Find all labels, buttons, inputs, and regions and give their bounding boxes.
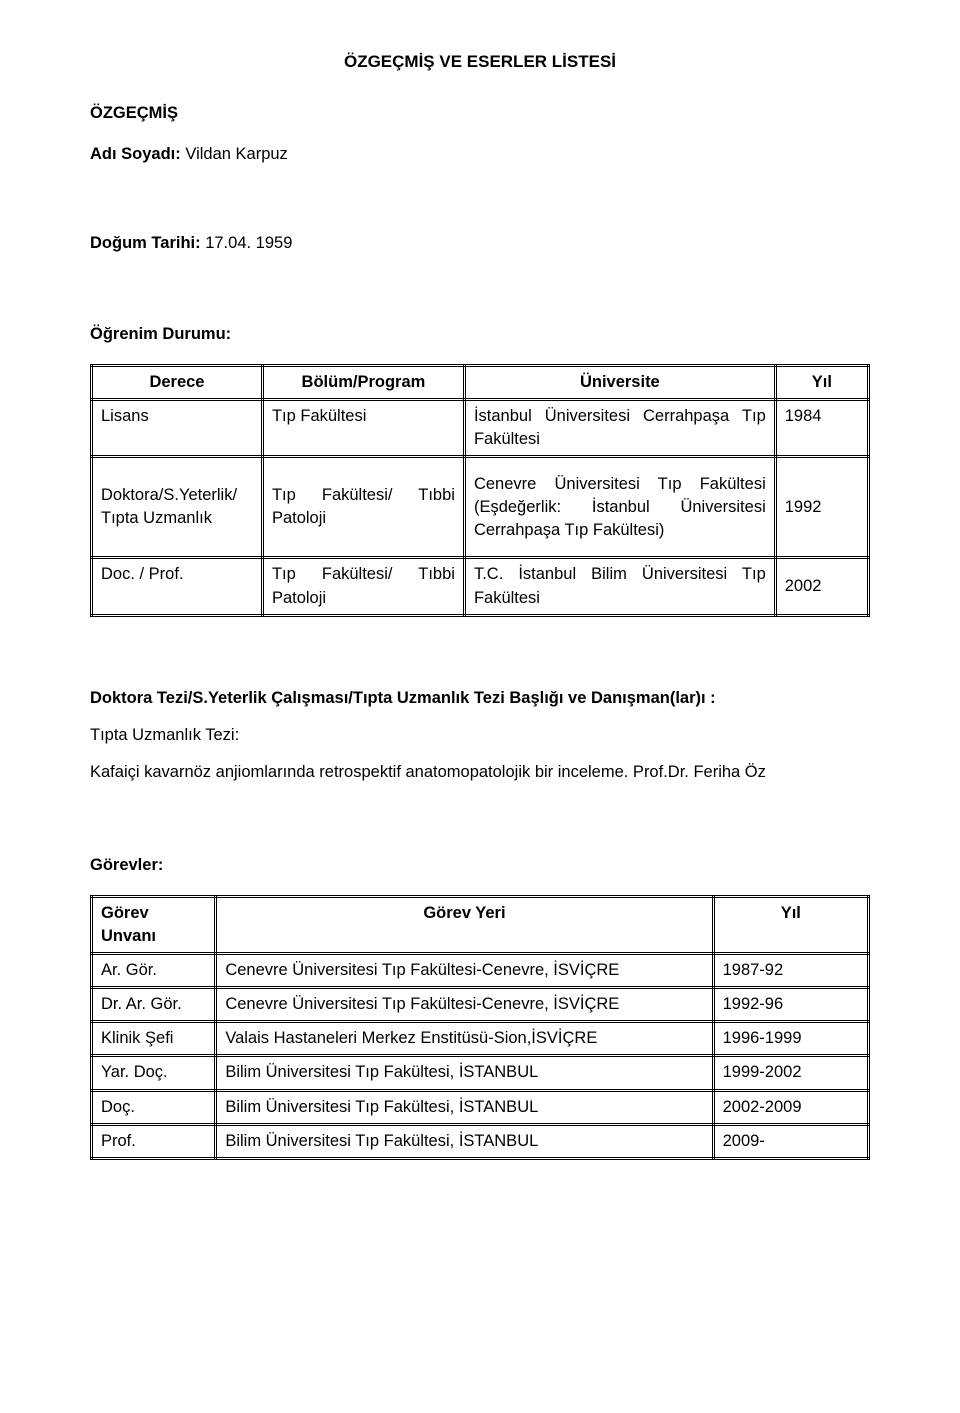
gorev-cell: Doç. <box>92 1090 216 1124</box>
edu-header-universite: Üniversite <box>464 366 775 400</box>
edu-cell: Doc. / Prof. <box>92 558 263 615</box>
gorev-header-yeri: Görev Yeri <box>216 897 713 954</box>
edu-heading: Öğrenim Durumu: <box>90 323 870 346</box>
education-table: Derece Bölüm/Program Üniversite Yıl Lisa… <box>90 364 870 616</box>
gorev-cell: Klinik Şefi <box>92 1022 216 1056</box>
thesis-text: Kafaiçi kavarnöz anjiomlarında retrospek… <box>90 761 870 784</box>
name-value: Vildan Karpuz <box>185 145 287 163</box>
edu-header-derece: Derece <box>92 366 263 400</box>
edu-cell: Lisans <box>92 400 263 457</box>
gorev-cell: 2002-2009 <box>713 1090 868 1124</box>
gorev-header-yil: Yıl <box>713 897 868 954</box>
edu-cell: 1984 <box>775 400 868 457</box>
dob-label: Doğum Tarihi: <box>90 234 201 252</box>
edu-header-yil: Yıl <box>775 366 868 400</box>
gorev-cell: Yar. Doç. <box>92 1056 216 1090</box>
gorevler-heading: Görevler: <box>90 854 870 877</box>
education-header-row: Derece Bölüm/Program Üniversite Yıl <box>92 366 869 400</box>
gorev-cell: 1992-96 <box>713 988 868 1022</box>
dob-line: Doğum Tarihi: 17.04. 1959 <box>90 232 870 255</box>
edu-cell: Tıp Fakültesi/ Tıbbi Patoloji <box>262 457 464 558</box>
table-row: Yar. Doç. Bilim Üniversitesi Tıp Fakülte… <box>92 1056 869 1090</box>
gorev-cell: Bilim Üniversitesi Tıp Fakültesi, İSTANB… <box>216 1090 713 1124</box>
gorev-cell: Bilim Üniversitesi Tıp Fakültesi, İSTANB… <box>216 1056 713 1090</box>
gorev-cell: Cenevre Üniversitesi Tıp Fakültesi-Cenev… <box>216 954 713 988</box>
gorev-cell: 1987-92 <box>713 954 868 988</box>
gorev-cell: 1999-2002 <box>713 1056 868 1090</box>
gorevler-header-row: Görev Unvanı Görev Yeri Yıl <box>92 897 869 954</box>
gorev-cell: Cenevre Üniversitesi Tıp Fakültesi-Cenev… <box>216 988 713 1022</box>
page-title: ÖZGEÇMİŞ VE ESERLER LİSTESİ <box>90 50 870 74</box>
name-line: Adı Soyadı: Vildan Karpuz <box>90 143 870 166</box>
gorev-cell: Dr. Ar. Gör. <box>92 988 216 1022</box>
edu-cell: Tıp Fakültesi/ Tıbbi Patoloji <box>262 558 464 615</box>
edu-cell: 1992 <box>775 457 868 558</box>
table-row: Ar. Gör. Cenevre Üniversitesi Tıp Fakült… <box>92 954 869 988</box>
table-row: Dr. Ar. Gör. Cenevre Üniversitesi Tıp Fa… <box>92 988 869 1022</box>
table-row: Prof. Bilim Üniversitesi Tıp Fakültesi, … <box>92 1124 869 1158</box>
gorevler-table: Görev Unvanı Görev Yeri Yıl Ar. Gör. Cen… <box>90 895 870 1160</box>
thesis-heading: Doktora Tezi/S.Yeterlik Çalışması/Tıpta … <box>90 687 870 710</box>
gorev-cell: 2009- <box>713 1124 868 1158</box>
edu-cell: Tıp Fakültesi <box>262 400 464 457</box>
gorev-cell: Bilim Üniversitesi Tıp Fakültesi, İSTANB… <box>216 1124 713 1158</box>
gorev-cell: Ar. Gör. <box>92 954 216 988</box>
gorev-header-unvan: Görev Unvanı <box>92 897 216 954</box>
section-ozgecmis: ÖZGEÇMİŞ <box>90 102 870 125</box>
name-label: Adı Soyadı: <box>90 145 181 163</box>
table-row: Lisans Tıp Fakültesi İstanbul Üniversite… <box>92 400 869 457</box>
gorev-cell: Valais Hastaneleri Merkez Enstitüsü-Sion… <box>216 1022 713 1056</box>
table-row: Doc. / Prof. Tıp Fakültesi/ Tıbbi Patolo… <box>92 558 869 615</box>
edu-cell: 2002 <box>775 558 868 615</box>
table-row: Klinik Şefi Valais Hastaneleri Merkez En… <box>92 1022 869 1056</box>
edu-cell: İstanbul Üniversitesi Cerrahpaşa Tıp Fak… <box>464 400 775 457</box>
cv-page: ÖZGEÇMİŞ VE ESERLER LİSTESİ ÖZGEÇMİŞ Adı… <box>0 0 960 1413</box>
edu-cell: Doktora/S.Yeterlik/ Tıpta Uzmanlık <box>92 457 263 558</box>
edu-cell: T.C. İstanbul Bilim Üniversitesi Tıp Fak… <box>464 558 775 615</box>
table-row: Doç. Bilim Üniversitesi Tıp Fakültesi, İ… <box>92 1090 869 1124</box>
table-row: Doktora/S.Yeterlik/ Tıpta Uzmanlık Tıp F… <box>92 457 869 558</box>
gorev-cell: 1996-1999 <box>713 1022 868 1056</box>
edu-header-bolum: Bölüm/Program <box>262 366 464 400</box>
edu-cell: Cenevre Üniversitesi Tıp Fakültesi (Eşde… <box>464 457 775 558</box>
gorev-cell: Prof. <box>92 1124 216 1158</box>
thesis-subhead: Tıpta Uzmanlık Tezi: <box>90 724 870 747</box>
dob-value: 17.04. 1959 <box>205 234 292 252</box>
